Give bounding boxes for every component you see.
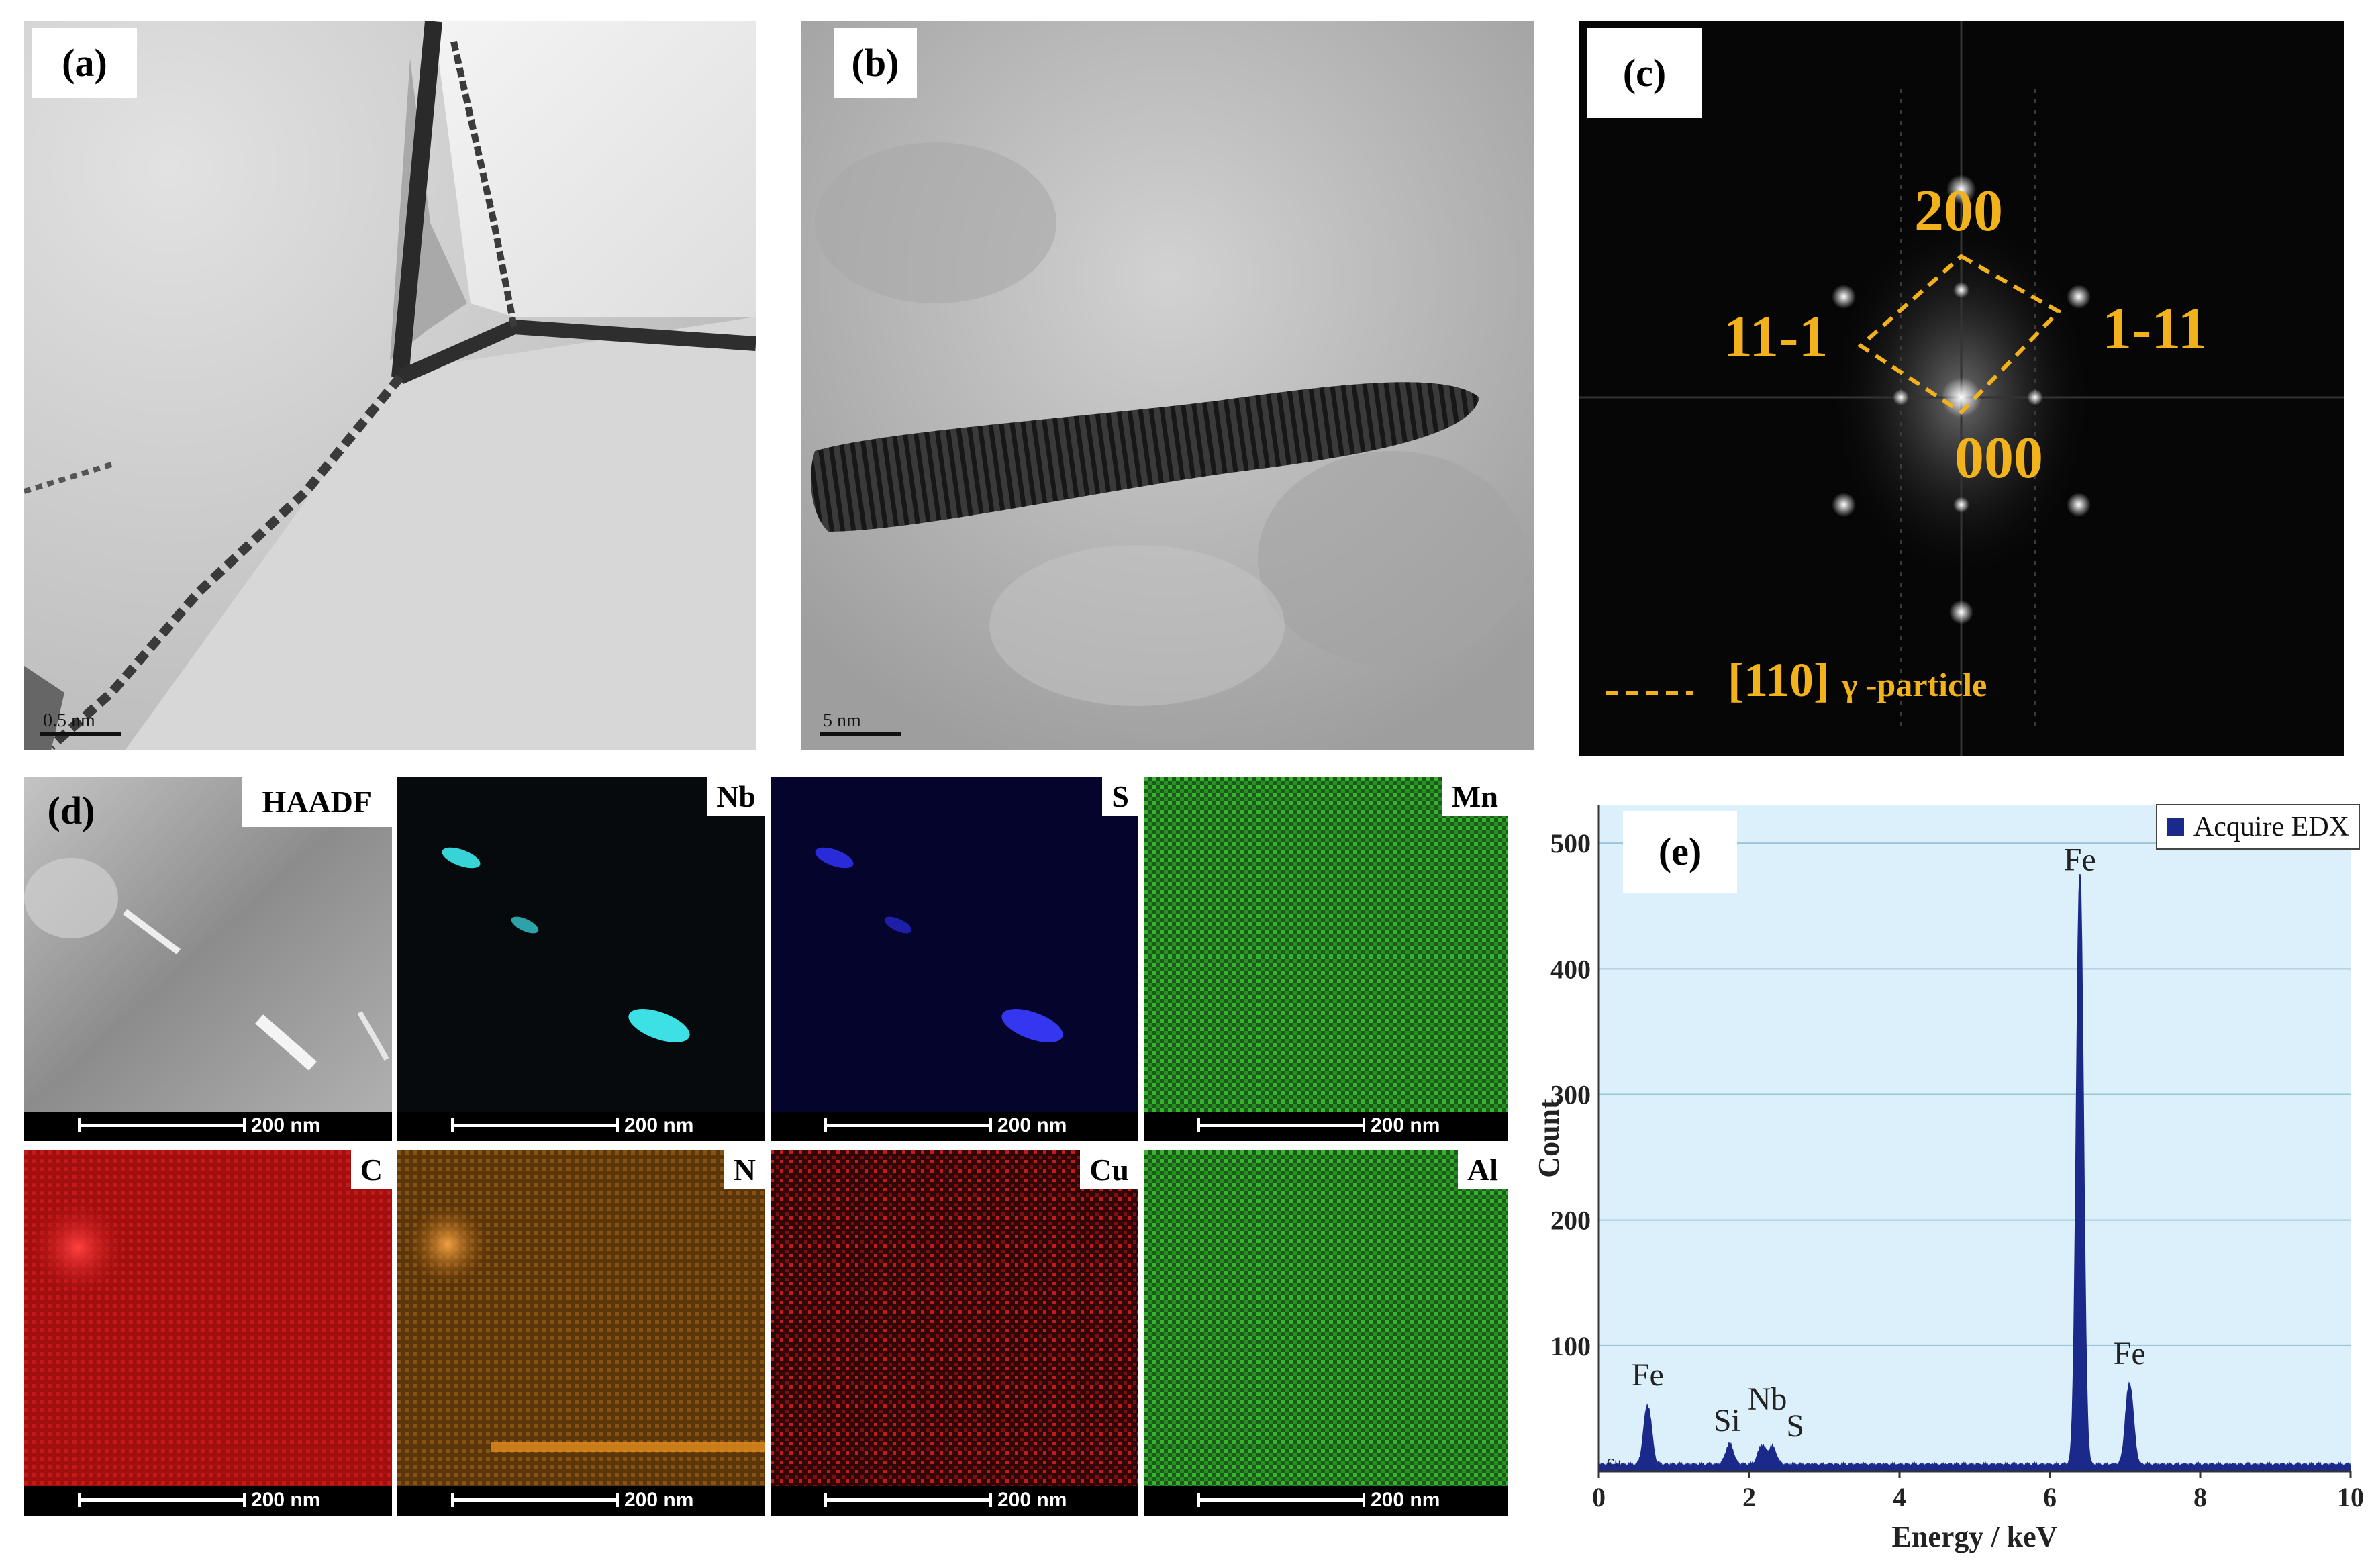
zone-axis-suffix: γ -particle [1841, 666, 1987, 703]
eds-map-s: S 200 nm [771, 777, 1138, 1141]
peak-label-fe: Fe [1632, 1357, 1664, 1393]
panel-label-d: (d) [47, 789, 95, 832]
map-label-cu: Cu [1080, 1150, 1138, 1189]
scale-bar-b [820, 732, 901, 736]
eds-map-al: Al 200 nm [1144, 1150, 1508, 1516]
c-map [24, 1150, 392, 1486]
panel-label-e: (e) [1623, 811, 1737, 893]
series-acquire-edx [1598, 874, 2351, 1472]
spot-label-200: 200 [1914, 179, 2003, 244]
map-scalebar-haadf: 200 nm [24, 1112, 392, 1141]
panel-label-b: (b) [834, 28, 917, 98]
hrtem-micrograph-b [801, 21, 1534, 750]
panel-d-eds-maps: (d) HAADF 200 nm Nb 200 nm S 200 nm Mn 2… [24, 777, 1508, 1516]
al-map [1144, 1150, 1508, 1486]
cu-map [771, 1150, 1138, 1486]
map-label-al: Al [1458, 1150, 1508, 1189]
zone-axis: [110] [1728, 653, 1830, 707]
y-tick-label: 300 [1550, 1079, 1591, 1110]
plot-area [1599, 805, 2351, 1471]
map-scalebar-n: 200 nm [397, 1486, 765, 1516]
spot-label-11-1: 11-1 [1723, 305, 1828, 370]
x-tick-label: 6 [2043, 1482, 2057, 1512]
x-tick-label: 10 [2337, 1482, 2364, 1512]
nb-map [397, 777, 765, 1112]
eds-map-nb: Nb 200 nm [397, 777, 765, 1141]
panel-c-fft-pattern: (c) 200 11-1 1-11 000 [110] γ -particle [1579, 21, 2344, 756]
haadf-image [24, 777, 392, 1112]
map-scalebar-mn: 200 nm [1144, 1112, 1508, 1141]
map-label-mn: Mn [1442, 777, 1508, 816]
x-tick-label: 4 [1893, 1482, 1906, 1512]
map-label-haadf: HAADF [242, 777, 392, 827]
legend-label: Acquire EDX [2193, 812, 2349, 842]
panel-label-a: (a) [32, 28, 137, 98]
map-label-s: S [1102, 777, 1138, 816]
map-scalebar-al: 200 nm [1144, 1486, 1508, 1516]
panel-label-c: (c) [1587, 28, 1702, 118]
y-axis-ticks: 100 200 300 400 500 [1550, 828, 1591, 1361]
spot-label-1-11: 1-11 [2102, 297, 2208, 362]
tem-micrograph-a [24, 21, 756, 750]
panel-a-tem-image: (a) 0.5 nm [24, 21, 756, 750]
x-tick-label: 2 [1742, 1482, 1756, 1512]
y-axis-title: Count [1532, 1099, 1565, 1178]
peak-label-s: S [1786, 1408, 1804, 1444]
map-scalebar-s: 200 nm [771, 1112, 1138, 1141]
chart-legend: Acquire EDX [2155, 804, 2360, 850]
y-tick-label: 200 [1550, 1206, 1591, 1236]
map-label-c: C [350, 1150, 392, 1189]
x-axis-title: Energy / keV [1892, 1520, 2058, 1553]
spot-label-000: 000 [1955, 426, 2043, 491]
map-scalebar-nb: 200 nm [397, 1112, 765, 1141]
panel-b-hrtem-image: (b) 5 nm [801, 21, 1534, 750]
x-axis-ticks: 0 2 4 6 8 10 [1592, 1471, 2364, 1512]
x-tick-label: 0 [1592, 1482, 1606, 1512]
zone-axis-label: [110] γ -particle [1728, 652, 1987, 708]
y-tick-label: 100 [1550, 1331, 1591, 1361]
eds-map-mn: Mn 200 nm [1144, 777, 1508, 1141]
cu-small-label: Cu [1607, 1457, 1620, 1469]
eds-map-cu: Cu 200 nm [771, 1150, 1138, 1516]
legend-swatch [2166, 818, 2184, 836]
map-scalebar-cu: 200 nm [771, 1486, 1138, 1516]
s-map [771, 777, 1138, 1112]
n-map [397, 1150, 765, 1486]
scale-label-a: 0.5 nm [43, 710, 95, 731]
y-tick-label: 400 [1550, 954, 1591, 984]
map-label-nb: Nb [707, 777, 765, 816]
eds-map-c: C 200 nm [24, 1150, 392, 1516]
peak-label-nb: Nb [1748, 1381, 1787, 1417]
eds-map-haadf: (d) HAADF 200 nm [24, 777, 392, 1141]
mn-map [1144, 777, 1508, 1112]
map-scalebar-c: 200 nm [24, 1486, 392, 1516]
x-tick-label: 8 [2193, 1482, 2207, 1512]
peak-label-si: Si [1714, 1403, 1740, 1438]
peak-label-fe: Fe [2114, 1336, 2146, 1371]
scale-label-b: 5 nm [823, 710, 861, 731]
panel-e-edx-spectrum: 100 200 300 400 500 0 2 4 6 8 10 Fe Si Nb S Fe Fe Ener… [1518, 785, 2368, 1568]
scale-bar-a [40, 732, 121, 736]
eds-map-n: N 200 nm [397, 1150, 765, 1516]
map-label-n: N [724, 1150, 765, 1189]
y-tick-label: 500 [1550, 828, 1591, 859]
fft-diffraction-pattern [1579, 21, 2344, 756]
peak-label-fe: Fe [2064, 842, 2096, 877]
